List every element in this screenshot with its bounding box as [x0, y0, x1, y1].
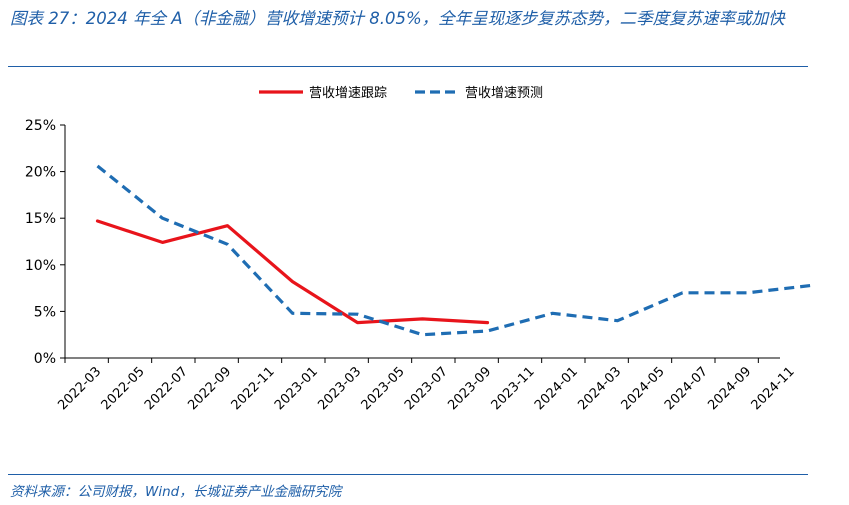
x-tick-label: 2022-07	[142, 364, 191, 413]
source-note: 资料来源：公司财报，Wind，长城证券产业金融研究院	[10, 484, 342, 500]
chart-series	[95, 164, 813, 337]
x-tick-label: 2023-03	[315, 364, 364, 413]
series-line-1	[95, 219, 490, 325]
legend-label-2: 营收增速预测	[465, 86, 543, 101]
x-tick-label: 2023-07	[402, 364, 451, 413]
source-divider	[8, 474, 808, 475]
y-tick-label: 20%	[25, 165, 56, 181]
x-tick-label: 2023-05	[359, 364, 408, 413]
x-tick-label: 2024-01	[532, 364, 581, 413]
x-tick-label: 2023-09	[445, 364, 494, 413]
x-tick-label: 2022-03	[55, 364, 104, 413]
y-tick-label: 0%	[34, 351, 56, 367]
x-tick-label: 2024-05	[619, 364, 668, 413]
x-tick-label: 2024-03	[575, 364, 624, 413]
figure-title: 图表 27：2024 年全 A（非金融）营收增速预计 8.05%，全年呈现逐步复…	[10, 9, 785, 28]
x-tick-label: 2022-09	[185, 364, 234, 413]
x-tick-label: 2022-11	[229, 364, 278, 413]
x-tick-label: 2024-11	[749, 364, 798, 413]
x-tick-label: 2022-05	[99, 364, 148, 413]
chart-legend: 营收增速跟踪 营收增速预测	[259, 86, 543, 101]
chart-axes: 0%5%10%15%20%25%2022-032022-052022-07202…	[25, 118, 798, 413]
y-tick-label: 10%	[25, 258, 56, 274]
legend-label-1: 营收增速跟踪	[309, 86, 387, 101]
x-tick-label: 2023-11	[489, 364, 538, 413]
x-tick-label: 2024-07	[662, 364, 711, 413]
x-tick-label: 2024-09	[705, 364, 754, 413]
series-line-2	[96, 164, 813, 337]
title-divider	[8, 66, 808, 67]
x-tick-label: 2023-01	[272, 364, 321, 413]
y-tick-label: 15%	[25, 211, 56, 227]
y-tick-label: 5%	[34, 304, 56, 320]
y-tick-label: 25%	[25, 118, 56, 134]
